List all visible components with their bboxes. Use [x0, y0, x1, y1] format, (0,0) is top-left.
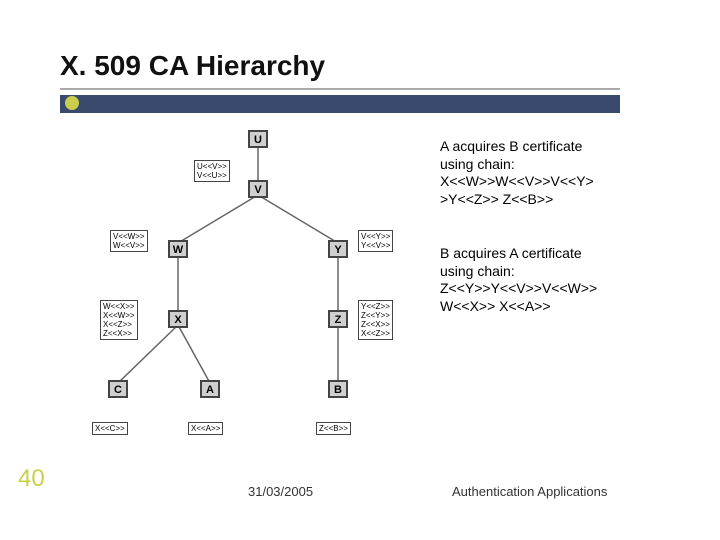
slide-footer: Authentication Applications — [452, 484, 607, 499]
diagram-edges — [90, 130, 410, 455]
node-x: X — [168, 310, 188, 328]
node-w: W — [168, 240, 188, 258]
chain-b-text: B acquires A certificate using chain: Z<… — [440, 245, 700, 315]
cert-box-3: W<<X>> X<<W>> X<<Z>> Z<<X>> — [100, 300, 138, 340]
node-z: Z — [328, 310, 348, 328]
cert-box-2: V<<Y>> Y<<V>> — [358, 230, 393, 252]
title-rule-thin — [60, 88, 620, 90]
title-bullet-icon — [65, 96, 79, 110]
title-rule-bar — [60, 95, 620, 113]
cert-box-0: U<<V>> V<<U>> — [194, 160, 230, 182]
chain-b-l1: B acquires A certificate — [440, 245, 582, 261]
cert-box-1: V<<W>> W<<V>> — [110, 230, 148, 252]
node-y: Y — [328, 240, 348, 258]
ca-hierarchy-diagram: U V W Y X Z C A B U<<V>> V<<U>> V<<W>> W<<V>> V<<Y… — [90, 130, 410, 455]
cert-box-7: Z<<B>> — [316, 422, 351, 435]
slide: X. 509 CA Hierarchy U V W Y X Z C A B U<<V>> V<<… — [0, 0, 720, 540]
chain-a-l1: A acquires B certificate — [440, 138, 582, 154]
cert-box-4: Y<<Z>> Z<<Y>> Z<<X>> X<<Z>> — [358, 300, 393, 340]
slide-date: 31/03/2005 — [248, 484, 313, 499]
node-v: V — [248, 180, 268, 198]
chain-a-c1: X<<W>>W<<V>>V<<Y> — [440, 173, 594, 189]
chain-a-l2: using chain: — [440, 156, 515, 172]
chain-b-c1: Z<<Y>>Y<<V>>V<<W>> — [440, 280, 597, 296]
chain-b-l2: using chain: — [440, 263, 515, 279]
chain-a-text: A acquires B certificate using chain: X<… — [440, 138, 690, 208]
cert-box-6: X<<A>> — [188, 422, 223, 435]
page-title: X. 509 CA Hierarchy — [60, 50, 325, 82]
node-a: A — [200, 380, 220, 398]
chain-a-c2: >Y<<Z>> Z<<B>> — [440, 191, 553, 207]
chain-b-c2: W<<X>> X<<A>> — [440, 298, 551, 314]
cert-box-5: X<<C>> — [92, 422, 128, 435]
node-u: U — [248, 130, 268, 148]
node-c: C — [108, 380, 128, 398]
node-b: B — [328, 380, 348, 398]
slide-number: 40 — [18, 465, 45, 493]
